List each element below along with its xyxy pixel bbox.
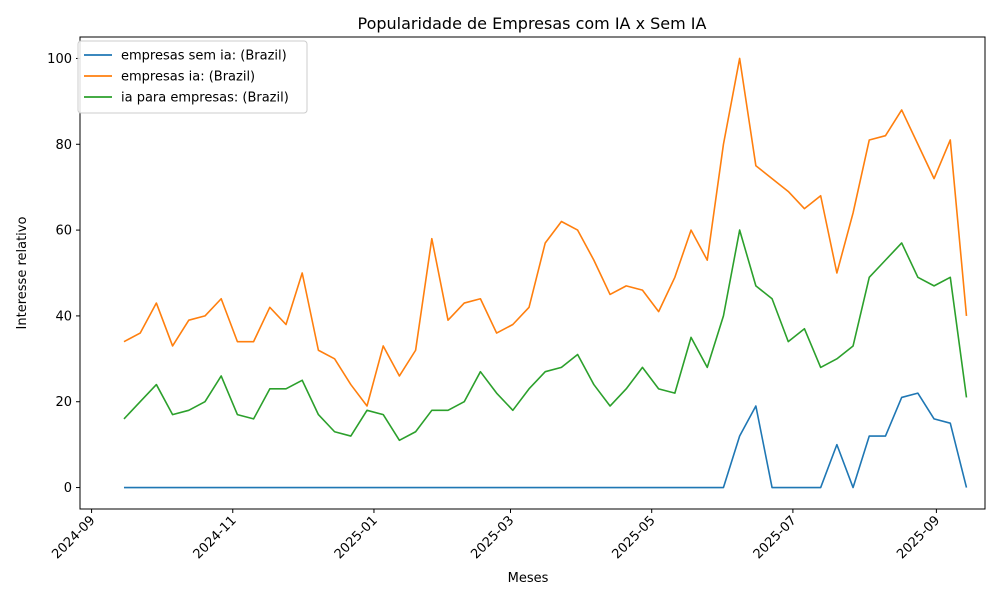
x-tick-label: 2025-07 xyxy=(751,513,800,562)
x-tick-label: 2025-09 xyxy=(894,513,943,562)
x-tick-label: 2024-09 xyxy=(49,513,98,562)
y-tick-label: 60 xyxy=(55,224,72,239)
series-line-1 xyxy=(123,392,968,489)
plot-frame xyxy=(79,36,986,510)
legend: empresas sem ia: (Brazil) empresas ia: (B… xyxy=(77,40,308,114)
y-tick-label: 0 xyxy=(64,481,72,496)
x-tick-label: 2025-01 xyxy=(332,513,381,562)
y-tick-label: 40 xyxy=(55,309,72,324)
y-tick-label: 20 xyxy=(55,395,72,410)
x-tick-label: 2025-03 xyxy=(468,513,517,562)
y-tick-label: 80 xyxy=(55,138,72,153)
legend-label-1: empresas sem ia: (Brazil) xyxy=(121,49,287,64)
series-line-2 xyxy=(123,57,968,407)
legend-label-2: empresas ia: (Brazil) xyxy=(121,70,255,85)
chart-title: Popularidade de Empresas com IA x Sem IA xyxy=(358,14,707,33)
x-tick-label: 2024-11 xyxy=(191,513,240,562)
series-layer xyxy=(123,57,968,489)
legend-label-3: ia para empresas: (Brazil) xyxy=(121,91,289,106)
plot-area xyxy=(80,37,985,509)
y-axis: 0 20 40 60 80 100 xyxy=(47,52,80,496)
x-tick-label: 2025-05 xyxy=(610,513,659,562)
series-line-3 xyxy=(123,229,968,442)
y-tick-label: 100 xyxy=(47,52,72,67)
y-axis-title: Interesse relativo xyxy=(15,217,30,330)
x-axis: 2024-09 2024-11 2025-01 2025-03 2025-05 2025-… xyxy=(49,509,943,562)
legend-box xyxy=(77,40,308,114)
x-axis-title: Meses xyxy=(508,571,549,586)
